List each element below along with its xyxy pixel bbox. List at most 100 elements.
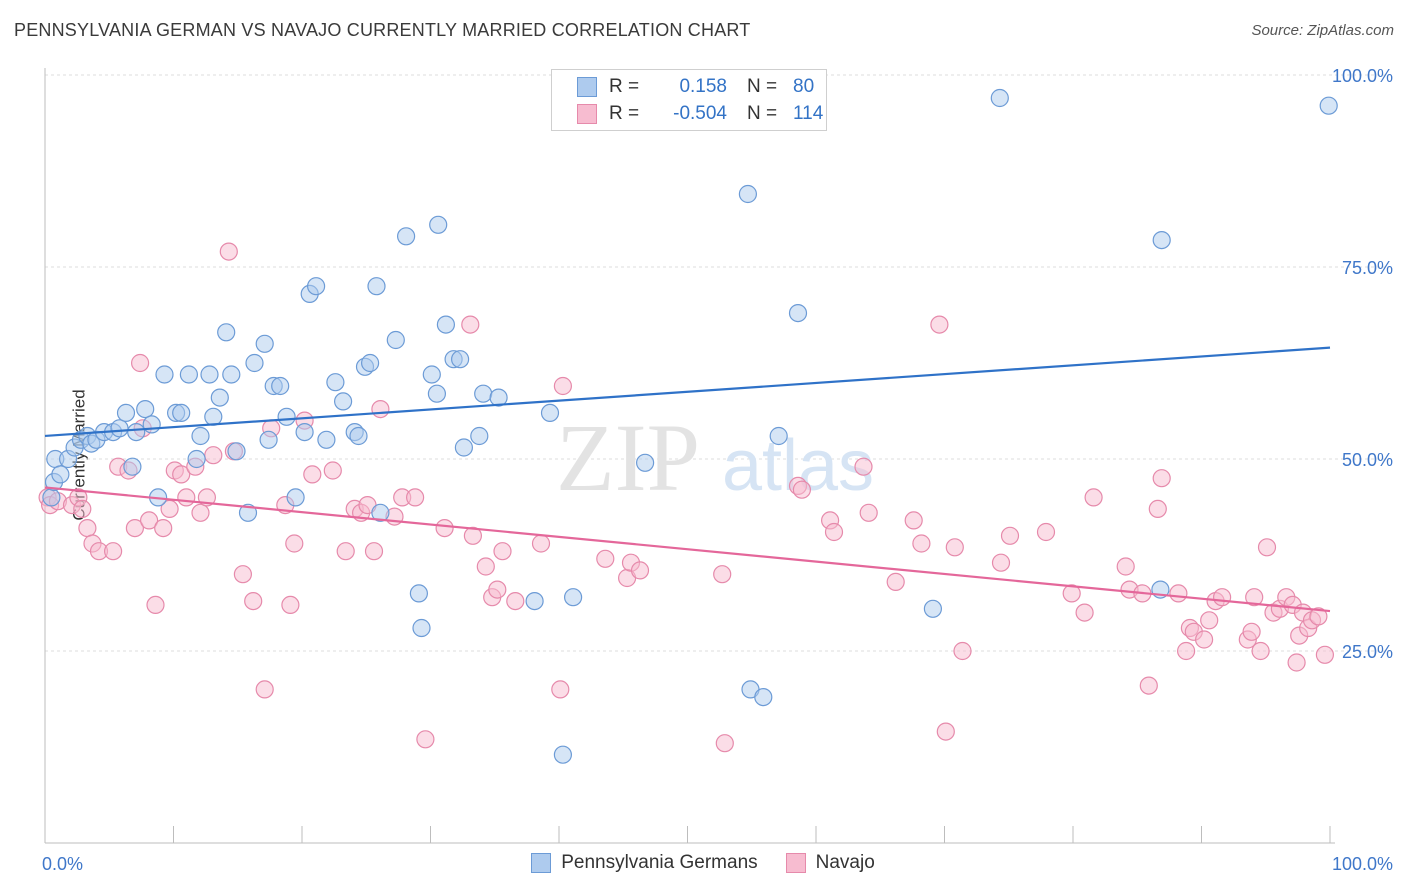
data-point [435, 518, 454, 538]
data-point [364, 542, 384, 561]
data-point [191, 426, 210, 446]
data-point [923, 599, 943, 618]
y-tick-label: 75.0% [1342, 258, 1393, 278]
data-point [886, 572, 905, 592]
correlation-legend: R = 0.158 N = 80 R = -0.504 N = 114 [551, 69, 827, 131]
data-point [553, 745, 573, 764]
data-point [422, 365, 441, 384]
legend-r-label: R = [609, 76, 640, 97]
watermark: ZIP atlas [556, 404, 874, 511]
data-point [1152, 231, 1171, 250]
data-point [307, 277, 326, 296]
data-point [227, 442, 246, 461]
data-point [1319, 96, 1338, 115]
data-point [349, 426, 368, 446]
data-point [936, 722, 955, 741]
data-point [172, 403, 191, 422]
data-point [367, 277, 386, 296]
data-point [531, 534, 551, 553]
data-point [336, 542, 355, 561]
data-point [191, 503, 210, 522]
data-point [303, 465, 322, 484]
x-tick-label: 100.0% [1332, 854, 1393, 874]
legend-label: Navajo [815, 852, 875, 873]
data-point [116, 403, 136, 422]
data-point [142, 415, 161, 434]
legend-swatch-blue [531, 853, 552, 873]
data-point [154, 518, 173, 538]
data-point [1212, 588, 1232, 607]
data-point [146, 595, 165, 615]
legend-row-pennsylvania-germans: R = 0.158 N = 80 [577, 75, 814, 99]
data-point [361, 353, 380, 373]
data-point [155, 365, 174, 384]
data-point [859, 503, 878, 522]
data-point [386, 330, 405, 350]
data-point [451, 350, 470, 369]
data-point [945, 538, 964, 557]
data-point [953, 641, 972, 661]
data-point [179, 365, 198, 384]
data-point [788, 304, 808, 323]
legend-swatch-pink [785, 853, 806, 873]
data-point [210, 388, 229, 407]
data-point [476, 557, 495, 576]
source-credit: Source: ZipAtlas.com [1251, 22, 1394, 39]
legend-swatch-blue [577, 77, 597, 97]
data-point [397, 227, 416, 246]
data-point [416, 730, 435, 749]
data-point [187, 449, 206, 469]
data-point [78, 518, 97, 538]
data-point [912, 534, 931, 553]
data-point [412, 618, 431, 638]
data-point [103, 542, 123, 561]
data-point [200, 365, 219, 384]
data-point [436, 315, 455, 334]
data-point [563, 588, 583, 607]
data-point [1148, 499, 1167, 518]
data-point [51, 465, 70, 484]
data-point [131, 353, 150, 373]
data-point [259, 430, 278, 449]
data-point [204, 446, 223, 465]
data-point [551, 680, 570, 699]
data-point [409, 584, 428, 603]
data-point [427, 384, 446, 403]
series-legend: Pennsylvania Germans Navajo [0, 852, 1406, 874]
legend-item-navajo[interactable]: Navajo [785, 852, 875, 874]
data-point [177, 488, 196, 507]
trend-lines [44, 346, 1331, 613]
data-point [1242, 622, 1261, 641]
data-point [1287, 653, 1306, 672]
tick-labels: 25.0% 50.0% 75.0% 100.0% 0.0% 100.0% [42, 66, 1393, 874]
data-point [854, 457, 873, 476]
data-point [1194, 630, 1214, 649]
data-point [713, 565, 732, 584]
data-point [1152, 469, 1171, 488]
data-point [1257, 538, 1277, 557]
legend-label: Pennsylvania Germans [561, 852, 758, 873]
data-point [125, 518, 144, 538]
legend-item-pennsylvania-germans[interactable]: Pennsylvania Germans [531, 852, 758, 874]
data-point [1245, 588, 1264, 607]
y-tick-label: 100.0% [1332, 66, 1393, 86]
data-point [172, 465, 191, 484]
data-point [217, 323, 236, 342]
data-point [238, 503, 258, 522]
data-point [323, 461, 342, 480]
data-point [488, 580, 507, 599]
data-point [1169, 584, 1188, 603]
data-point [281, 595, 300, 615]
data-point [792, 480, 812, 499]
data-point [715, 734, 734, 753]
data-point [204, 407, 223, 426]
data-point [454, 438, 473, 457]
data-point [1075, 603, 1094, 622]
data-point [271, 376, 290, 396]
data-point [110, 419, 129, 438]
data-point [738, 184, 758, 204]
data-point [255, 334, 274, 353]
data-point [463, 526, 482, 545]
data-point [930, 315, 949, 334]
